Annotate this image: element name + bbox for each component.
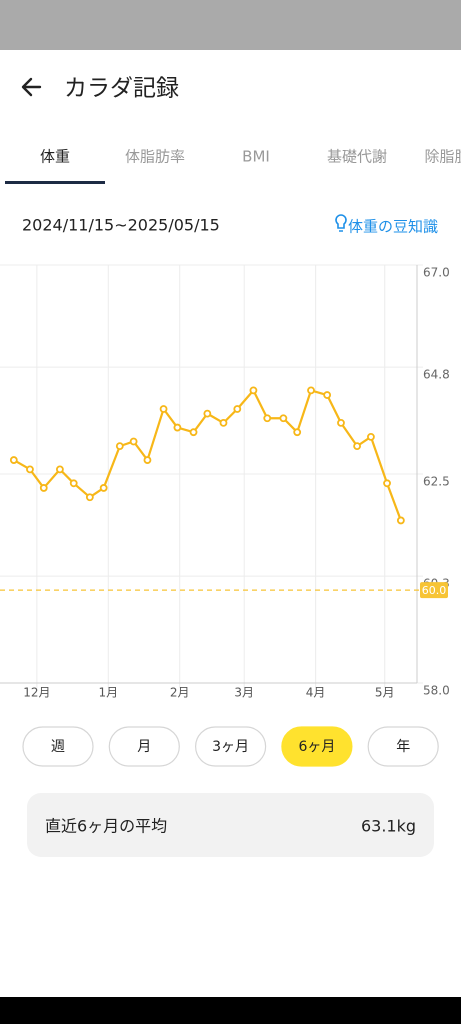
x-tick-label: 5月	[375, 686, 395, 700]
y-tick-label: 64.8	[423, 368, 450, 382]
weight-point	[69, 479, 78, 488]
period-label: 3ヶ月	[212, 739, 249, 755]
period-label: 年	[396, 739, 410, 755]
tip-link[interactable]: 体重の豆知識	[335, 214, 438, 236]
period-pill	[108, 726, 180, 767]
weight-point	[263, 414, 272, 423]
period-pill	[367, 726, 439, 767]
period-button[interactable]: 3ヶ月	[195, 726, 267, 767]
average-value: 63.1kg	[361, 817, 416, 836]
weight-point	[159, 405, 168, 413]
bulb-icon	[335, 214, 347, 232]
weight-point	[323, 391, 332, 399]
period-button[interactable]: 週	[22, 726, 94, 767]
period-pill	[281, 726, 353, 767]
weight-point	[143, 456, 152, 464]
weight-point	[85, 493, 94, 502]
weight-point	[9, 456, 18, 464]
weight-point	[173, 423, 182, 432]
y-tick-label: 67.0	[423, 266, 450, 280]
period-pill	[195, 726, 267, 767]
weight-point	[249, 386, 258, 395]
tab-label: BMI	[242, 148, 270, 166]
tab[interactable]: 体重	[5, 148, 105, 185]
tab[interactable]: 除脂肪	[424, 148, 461, 166]
tab-indicator	[5, 181, 105, 184]
page-title: カラダ記録	[64, 76, 179, 102]
weight-point	[367, 432, 375, 441]
weight-point	[39, 484, 48, 492]
y-tick-label: 58.0	[423, 684, 450, 698]
x-tick-label: 4月	[306, 686, 326, 700]
status-bar	[0, 0, 461, 50]
period-label: 6ヶ月	[298, 739, 335, 755]
weight-point	[189, 428, 198, 437]
average-label: 直近6ヶ月の平均	[45, 817, 167, 836]
period-button[interactable]: 6ヶ月	[281, 726, 353, 767]
tab-label: 除脂肪	[424, 148, 461, 166]
weight-point	[337, 419, 345, 427]
weight-point	[353, 442, 361, 451]
tab-label: 体脂肪率	[125, 148, 185, 166]
weight-point	[203, 409, 212, 418]
weight-point	[219, 419, 228, 427]
period-pill	[22, 726, 94, 767]
weight-point	[233, 405, 242, 413]
weight-point	[383, 479, 391, 488]
date-range: 2024/11/15~2025/05/15	[22, 216, 220, 235]
back-arrow	[21, 77, 42, 97]
tab-label: 基礎代謝	[327, 148, 387, 166]
nav-bar	[0, 997, 461, 1024]
goal-badge	[420, 582, 448, 599]
x-tick-label: 12月	[23, 686, 50, 700]
x-tick-label: 2月	[170, 686, 190, 700]
weight-point	[396, 516, 405, 525]
period-selector: 週 月 3ヶ月 6ヶ月 年	[22, 726, 439, 767]
period-label: 週	[51, 739, 65, 755]
weight-point	[293, 428, 302, 437]
x-tick-label: 1月	[98, 686, 118, 700]
tab-bar: 体重 体脂肪率 BMI 基礎代謝 除脂肪	[5, 148, 461, 185]
x-tick-label: 3月	[234, 686, 254, 700]
weight-point	[129, 437, 138, 446]
back-button[interactable]	[21, 77, 42, 97]
tab[interactable]: BMI	[242, 148, 270, 166]
weight-point	[56, 465, 64, 474]
weight-point	[26, 465, 34, 474]
tip-link-text: 体重の豆知識	[348, 218, 438, 236]
weight-point	[307, 386, 315, 395]
period-label: 月	[137, 739, 151, 755]
period-button[interactable]: 年	[367, 726, 439, 767]
weight-point	[115, 442, 124, 451]
tab[interactable]: 基礎代謝	[327, 148, 387, 166]
goal-label: 60.0	[422, 584, 447, 597]
weight-point	[99, 484, 108, 492]
period-button[interactable]: 月	[108, 726, 180, 767]
average-card	[27, 793, 434, 857]
tab-label: 体重	[40, 148, 70, 166]
tab[interactable]: 体脂肪率	[125, 148, 185, 166]
weight-point	[279, 414, 288, 423]
y-tick-label: 62.5	[423, 475, 450, 489]
